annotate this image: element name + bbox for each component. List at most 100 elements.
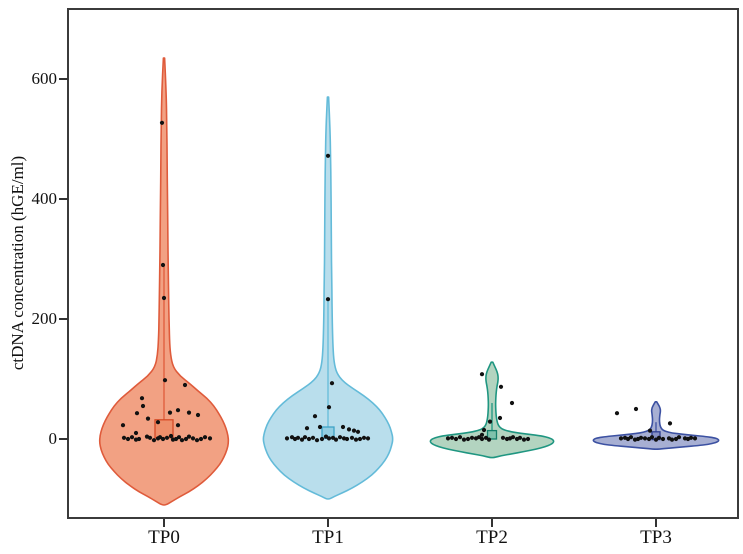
- x-tick-mark-tp3: [655, 519, 657, 527]
- data-point-tp0: [134, 411, 140, 416]
- data-point-tp1: [319, 436, 325, 442]
- data-point-tp1: [304, 426, 310, 431]
- data-point-tp0: [186, 410, 192, 415]
- data-point-tp0: [194, 438, 200, 443]
- data-point-tp1: [325, 297, 331, 302]
- data-point-tp1: [306, 436, 312, 442]
- data-point-tp2: [486, 437, 492, 442]
- y-tick-mark-600: [59, 78, 68, 80]
- data-point-tp0: [147, 435, 153, 440]
- data-point-tp2: [465, 436, 471, 442]
- data-point-tp0: [190, 436, 196, 441]
- data-point-tp1: [333, 437, 339, 442]
- data-point-tp2: [510, 435, 516, 440]
- data-point-tp1: [299, 437, 305, 442]
- data-point-tp0: [133, 430, 139, 436]
- data-point-tp0: [207, 436, 213, 441]
- data-point-tp0: [120, 423, 126, 428]
- data-point-tp0: [176, 435, 182, 440]
- data-point-tp0: [167, 410, 173, 415]
- y-axis-title-text: ctDNA concentration (hGE/ml): [8, 155, 27, 371]
- y-tick-mark-200: [59, 318, 68, 320]
- data-point-tp0: [202, 435, 208, 440]
- y-tick-label-200: 200: [31, 309, 58, 328]
- data-point-tp3: [669, 437, 675, 442]
- data-point-tp1: [340, 424, 346, 430]
- data-point-tp0: [161, 295, 167, 301]
- data-point-tp2: [500, 435, 506, 440]
- data-point-tp3: [638, 435, 644, 440]
- data-point-tp0: [125, 436, 131, 442]
- data-point-tp1: [355, 429, 361, 434]
- y-tick-label-400: 400: [31, 189, 58, 208]
- data-point-tp1: [317, 424, 323, 430]
- data-point-tp2: [449, 435, 455, 440]
- data-point-tp1: [326, 436, 332, 441]
- data-point-tp0: [198, 436, 204, 442]
- data-point-tp0: [160, 262, 166, 268]
- data-point-tp0: [179, 438, 185, 443]
- data-point-tp2: [509, 400, 515, 406]
- data-point-tp3: [692, 436, 698, 441]
- data-point-tp0: [168, 433, 174, 439]
- data-point-tp1: [325, 153, 331, 158]
- x-tick-mark-tp2: [491, 519, 493, 527]
- data-point-tp3: [660, 436, 666, 442]
- x-tick-label-tp2: TP2: [476, 527, 508, 548]
- data-point-tp1: [312, 414, 318, 419]
- data-point-tp3: [688, 435, 694, 440]
- data-point-tp3: [614, 411, 620, 416]
- x-tick-label-tp1: TP1: [312, 527, 344, 548]
- data-point-tp2: [457, 435, 463, 440]
- x-tick-mark-tp1: [327, 519, 329, 527]
- data-point-tp1: [314, 438, 320, 443]
- data-point-tp3: [656, 435, 662, 440]
- data-point-tp2: [453, 436, 459, 442]
- data-point-tp0: [162, 378, 168, 383]
- data-point-tp2: [469, 435, 475, 440]
- y-tick-label-0: 0: [48, 429, 58, 448]
- data-point-tp1: [351, 428, 357, 433]
- data-point-tp2: [497, 415, 503, 421]
- data-point-tp1: [344, 436, 350, 442]
- data-point-tp2: [481, 427, 487, 433]
- data-point-tp0: [151, 438, 157, 443]
- data-point-tp2: [479, 432, 485, 437]
- data-point-tp2: [479, 436, 485, 442]
- y-tick-mark-400: [59, 198, 68, 200]
- data-point-tp3: [676, 435, 682, 440]
- data-point-tp0: [183, 436, 189, 442]
- data-point-tp3: [642, 436, 648, 441]
- data-point-tp1: [329, 381, 335, 386]
- data-point-tp2: [479, 372, 485, 377]
- data-point-tp3: [633, 406, 639, 412]
- data-point-tp3: [667, 421, 673, 426]
- data-point-tp0: [182, 382, 188, 388]
- data-point-tp0: [195, 412, 201, 418]
- x-tick-label-tp3: TP3: [640, 527, 672, 548]
- data-point-tp1: [302, 435, 308, 440]
- data-point-tp0: [139, 396, 145, 401]
- data-point-tp1: [349, 435, 355, 440]
- data-point-tp1: [357, 436, 363, 442]
- data-point-tp0: [129, 435, 135, 440]
- x-tick-label-tp0: TP0: [148, 527, 180, 548]
- data-point-tp0: [145, 416, 151, 421]
- data-point-tp2: [525, 436, 531, 442]
- data-point-tp1: [310, 435, 316, 440]
- data-point-tp3: [649, 435, 655, 440]
- y-tick-mark-0: [59, 438, 68, 440]
- data-point-tp1: [337, 435, 343, 440]
- data-point-tp0: [155, 420, 161, 425]
- data-point-tp1: [365, 436, 371, 441]
- data-point-tp0: [175, 408, 181, 413]
- data-point-tp2: [498, 384, 504, 389]
- median-box-tp2: [486, 429, 498, 440]
- x-tick-mark-tp0: [163, 519, 165, 527]
- data-point-tp0: [160, 436, 166, 442]
- data-point-tp0: [136, 436, 142, 442]
- data-point-tp1: [295, 435, 301, 440]
- data-point-tp1: [361, 435, 367, 440]
- data-point-tp2: [517, 435, 523, 440]
